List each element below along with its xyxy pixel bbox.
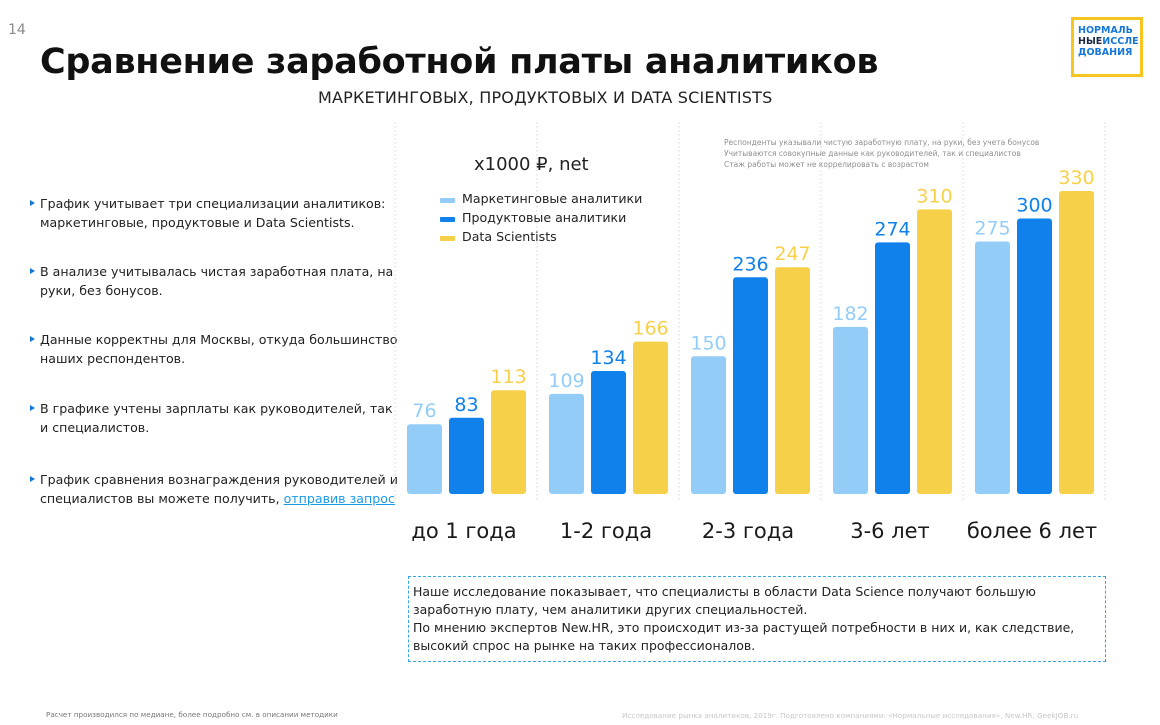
data-label: 76 [412,400,436,422]
data-label: 275 [974,218,1010,240]
source-footnote: Исследование рынка аналитиков, 2019г. По… [622,711,1079,720]
data-label: 274 [874,218,910,240]
methodology-footnote: Расчет производился по медиане, более по… [46,710,338,719]
chart-note: Учитываются совокупные данные как руково… [724,149,1021,158]
chart-note: Стаж работы может не коррелировать с воз… [724,160,929,169]
legend-item-ds: Data Scientists [440,229,642,248]
bullet-item: Данные корректны для Москвы, откуда боль… [30,330,402,368]
data-label: 310 [916,185,952,207]
bar-product [591,370,626,494]
bar-marketing [975,241,1010,494]
bar-ds [775,267,810,494]
data-label: 113 [490,366,526,388]
data-label: 300 [1016,195,1052,217]
bar-marketing [407,424,442,494]
bullet-item: В графике учтены зарплаты как руководите… [30,399,402,437]
data-label: 134 [590,347,626,369]
bar-ds [1059,191,1094,494]
bar-marketing [691,356,726,494]
page-subtitle: МАРКЕТИНГОВЫХ, ПРОДУКТОВЫХ И DATA SCIENT… [318,88,773,107]
chart-notes: Респонденты указывали чистую заработную … [724,137,1039,170]
bar-product [875,242,910,494]
chart-note: Респонденты указывали чистую заработную … [724,138,1040,147]
brand-logo: НОРМАЛЬ НЫЕИССЛЕ ДОВАНИЯ [1071,17,1143,77]
bar-marketing [833,326,868,494]
page-number: 14 [8,22,26,38]
bar-ds [491,390,526,494]
x-tick-label: до 1 года [411,519,516,543]
legend-swatch-ds [440,236,455,241]
bar-product [733,277,768,494]
chart-unit-label: x1000 ₽, net [474,154,589,175]
x-tick-label: более 6 лет [967,519,1097,543]
request-link[interactable]: отправив запрос [283,491,395,506]
bullet-item: В анализе учитывалась чистая заработная … [30,262,402,300]
x-tick-label: 3-6 лет [850,519,930,543]
page-title: Сравнение заработной платы аналитиков [40,42,879,82]
data-label: 109 [548,370,584,392]
bar-chart: 76 83 113 до 1 года 109 134 166 1-2 года 150 236 2… [394,122,1106,543]
data-label: 166 [632,318,668,340]
legend-swatch-product [440,217,455,222]
bar-ds [917,209,952,494]
legend-item-marketing: Маркетинговые аналитики [440,191,642,210]
data-label: 83 [454,394,478,416]
data-label: 150 [690,332,726,354]
data-label: 247 [774,243,810,265]
chart-legend: Маркетинговые аналитики Продуктовые анал… [440,191,642,248]
data-label: 182 [832,303,868,325]
data-label: 330 [1058,167,1094,189]
legend-item-product: Продуктовые аналитики [440,210,642,229]
data-label: 236 [732,253,768,275]
bar-product [1017,218,1052,494]
bar-ds [633,341,668,494]
bar-marketing [549,393,584,494]
bullet-item: График сравнения вознаграждения руководи… [30,470,402,508]
x-tick-label: 2-3 года [702,519,794,543]
x-tick-label: 1-2 года [560,519,652,543]
bar-product [449,417,484,494]
conclusion-callout: Наше исследование показывает, что специа… [408,576,1106,662]
bullet-item: График учитывает три специализации анали… [30,194,402,232]
legend-swatch-marketing [440,198,455,203]
